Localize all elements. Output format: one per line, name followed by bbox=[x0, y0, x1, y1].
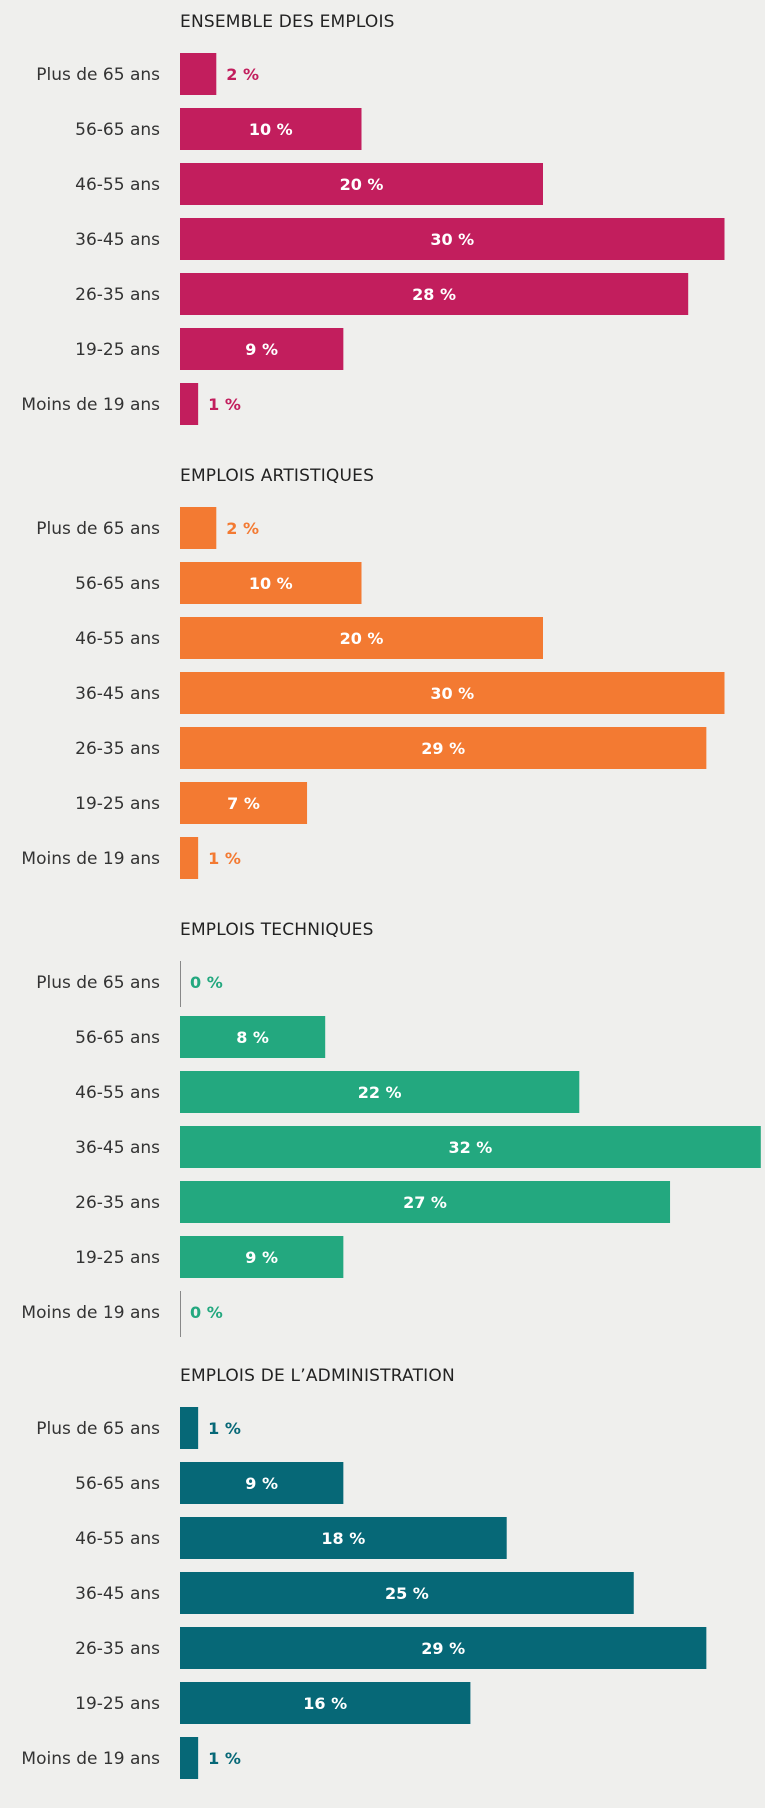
data-label: 32 % bbox=[448, 1138, 492, 1157]
data-label: 30 % bbox=[430, 684, 474, 703]
category-label: Plus de 65 ans bbox=[36, 519, 160, 539]
data-label: 29 % bbox=[421, 1639, 465, 1658]
bar bbox=[180, 617, 543, 659]
data-label: 20 % bbox=[340, 175, 384, 194]
category-label: 26-35 ans bbox=[75, 285, 160, 305]
bar bbox=[180, 383, 199, 425]
bar bbox=[180, 1407, 199, 1449]
category-label: 46-55 ans bbox=[75, 1083, 160, 1103]
bar bbox=[180, 782, 308, 824]
bar bbox=[180, 1682, 471, 1724]
data-label: 1 % bbox=[208, 395, 241, 414]
data-label: 0 % bbox=[190, 1303, 223, 1322]
data-label: 25 % bbox=[385, 1584, 429, 1603]
category-label: 56-65 ans bbox=[75, 120, 160, 140]
category-label: 36-45 ans bbox=[75, 684, 160, 704]
category-label: 36-45 ans bbox=[75, 1138, 160, 1158]
bar bbox=[180, 108, 362, 150]
bar bbox=[180, 837, 199, 879]
data-label: 1 % bbox=[208, 1419, 241, 1438]
bar bbox=[180, 1462, 344, 1504]
bar bbox=[180, 53, 217, 95]
data-label: 2 % bbox=[226, 519, 259, 538]
bar-chart: Plus de 65 ans 2 % 56-65 ans 10 % 46-55 ans 2… bbox=[21, 53, 725, 425]
chart-panel: EMPLOIS ARTISTIQUES Plus de 65 ans 2 % 56-6… bbox=[0, 454, 765, 894]
bar bbox=[180, 1572, 634, 1614]
category-label: 46-55 ans bbox=[75, 1529, 160, 1549]
chart-title: EMPLOIS DE L’ADMINISTRATION bbox=[180, 1366, 455, 1386]
bar bbox=[180, 1737, 199, 1779]
data-label: 27 % bbox=[403, 1193, 447, 1212]
chart-panel: ENSEMBLE DES EMPLOIS Plus de 65 ans 2 % 56-… bbox=[0, 0, 765, 440]
data-label: 2 % bbox=[226, 65, 259, 84]
data-label: 7 % bbox=[227, 794, 260, 813]
data-label: 10 % bbox=[249, 120, 293, 139]
bar bbox=[180, 562, 362, 604]
category-label: 19-25 ans bbox=[75, 1694, 160, 1714]
category-label: 19-25 ans bbox=[75, 1248, 160, 1268]
data-label: 1 % bbox=[208, 1749, 241, 1768]
category-label: Moins de 19 ans bbox=[21, 849, 160, 869]
data-label: 9 % bbox=[245, 1474, 278, 1493]
bar bbox=[180, 1071, 580, 1113]
bar bbox=[180, 727, 707, 769]
data-label: 16 % bbox=[303, 1694, 347, 1713]
category-label: 26-35 ans bbox=[75, 1639, 160, 1659]
chart-title: EMPLOIS ARTISTIQUES bbox=[180, 466, 375, 486]
data-label: 29 % bbox=[421, 739, 465, 758]
bar bbox=[180, 1126, 761, 1168]
chart-title: ENSEMBLE DES EMPLOIS bbox=[180, 12, 395, 32]
category-label: Plus de 65 ans bbox=[36, 65, 160, 85]
chart-panel: EMPLOIS DE L’ADMINISTRATION Plus de 65 an… bbox=[0, 1354, 765, 1794]
bar bbox=[180, 218, 725, 260]
bar bbox=[180, 163, 543, 205]
category-label: 36-45 ans bbox=[75, 230, 160, 250]
category-label: 46-55 ans bbox=[75, 629, 160, 649]
data-label: 30 % bbox=[430, 230, 474, 249]
data-label: 10 % bbox=[249, 574, 293, 593]
bar bbox=[180, 507, 217, 549]
data-label: 8 % bbox=[236, 1028, 269, 1047]
category-label: 26-35 ans bbox=[75, 1193, 160, 1213]
bar-chart: Plus de 65 ans 0 % 56-65 ans 8 % 46-55 ans 22… bbox=[21, 961, 761, 1337]
bar bbox=[180, 1627, 707, 1669]
category-label: 56-65 ans bbox=[75, 1474, 160, 1494]
category-label: 36-45 ans bbox=[75, 1584, 160, 1604]
data-label: 20 % bbox=[340, 629, 384, 648]
category-label: 46-55 ans bbox=[75, 175, 160, 195]
chart-title: EMPLOIS TECHNIQUES bbox=[180, 920, 374, 940]
bar bbox=[180, 328, 344, 370]
chart-panel: EMPLOIS TECHNIQUES Plus de 65 ans 0 % 56-65… bbox=[0, 908, 765, 1348]
data-label: 9 % bbox=[245, 340, 278, 359]
category-label: 19-25 ans bbox=[75, 794, 160, 814]
data-label: 22 % bbox=[358, 1083, 402, 1102]
category-label: 56-65 ans bbox=[75, 1028, 160, 1048]
bar bbox=[180, 1181, 671, 1223]
bar-chart: Plus de 65 ans 1 % 56-65 ans 9 % 46-55 ans 18… bbox=[21, 1407, 707, 1779]
data-label: 28 % bbox=[412, 285, 456, 304]
bar bbox=[180, 1236, 344, 1278]
bar bbox=[180, 273, 689, 315]
category-label: Moins de 19 ans bbox=[21, 1749, 160, 1769]
data-label: 1 % bbox=[208, 849, 241, 868]
data-label: 18 % bbox=[321, 1529, 365, 1548]
bar bbox=[180, 1517, 507, 1559]
data-label: 9 % bbox=[245, 1248, 278, 1267]
bar bbox=[180, 672, 725, 714]
bar bbox=[180, 1016, 326, 1058]
category-label: Plus de 65 ans bbox=[36, 1419, 160, 1439]
category-label: Moins de 19 ans bbox=[21, 395, 160, 415]
data-label: 0 % bbox=[190, 973, 223, 992]
category-label: Moins de 19 ans bbox=[21, 1303, 160, 1323]
category-label: 19-25 ans bbox=[75, 340, 160, 360]
category-label: Plus de 65 ans bbox=[36, 973, 160, 993]
category-label: 26-35 ans bbox=[75, 739, 160, 759]
category-label: 56-65 ans bbox=[75, 574, 160, 594]
bar-chart: Plus de 65 ans 2 % 56-65 ans 10 % 46-55 ans 2… bbox=[21, 507, 725, 879]
